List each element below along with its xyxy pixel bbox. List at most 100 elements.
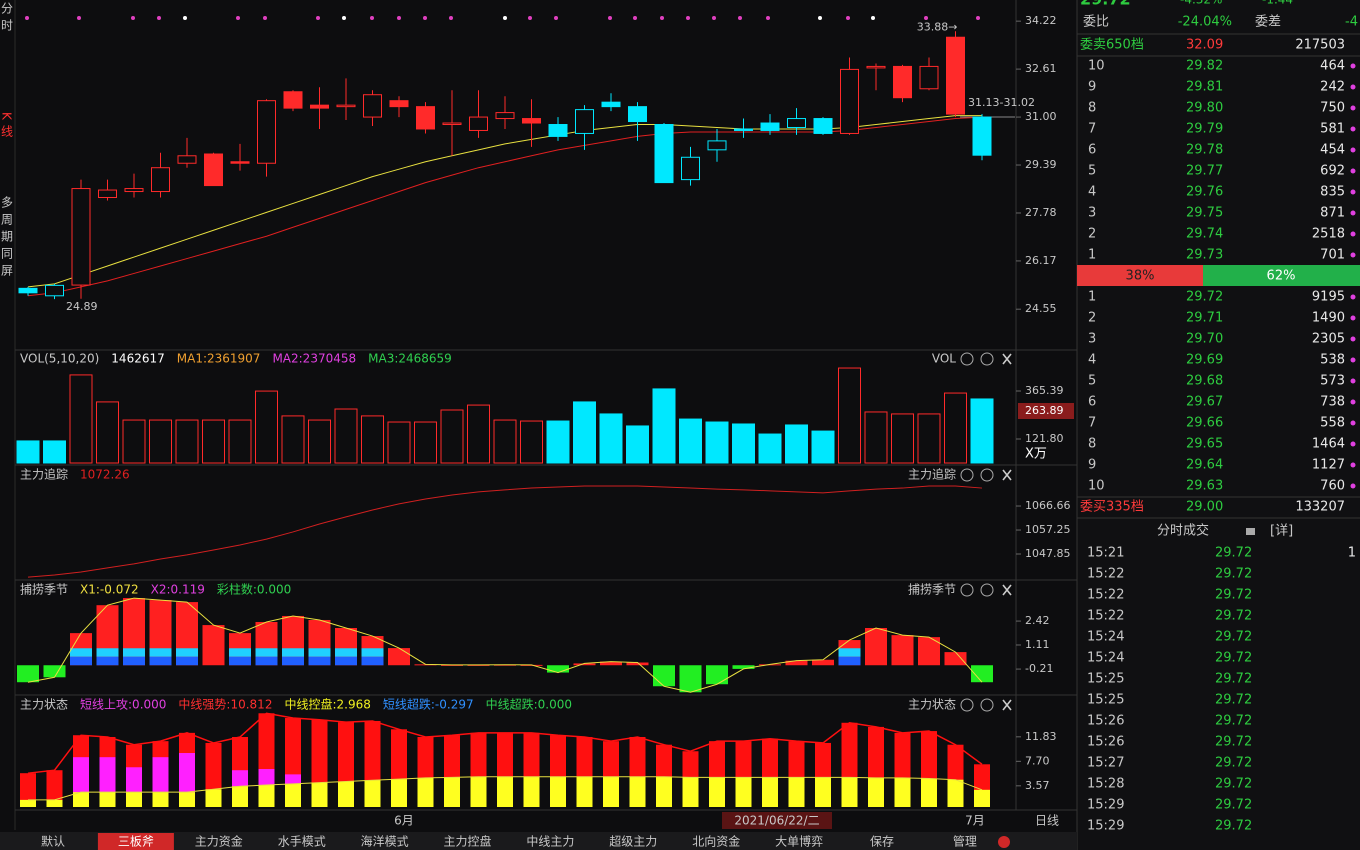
signal-dot <box>342 16 346 20</box>
candle-body <box>919 65 939 90</box>
tab[interactable]: 水手模式 <box>278 835 326 849</box>
trades-detail[interactable]: [详] <box>1270 524 1293 539</box>
panel-header: 中线强势:10.812 <box>178 697 272 712</box>
close-icon[interactable] <box>1002 699 1012 711</box>
trade-price: 29.72 <box>1215 609 1252 624</box>
trade-time: 15:25 <box>1087 693 1124 708</box>
tab[interactable]: 大单博弈 <box>775 834 823 849</box>
book-dot <box>1350 252 1356 258</box>
status-bar <box>656 776 672 807</box>
status-bar <box>788 777 805 807</box>
book-level: 2 <box>1088 311 1096 326</box>
panel-icon[interactable] <box>980 468 994 482</box>
book-dot <box>1350 63 1356 69</box>
book-total-label: 委卖650档 <box>1080 38 1144 53</box>
candle-body <box>363 94 382 118</box>
tab[interactable]: 超级主力 <box>609 834 657 849</box>
candle-body <box>707 140 727 151</box>
book-price: 29.74 <box>1186 227 1223 242</box>
book-price: 29.69 <box>1186 353 1223 368</box>
tab[interactable]: 北向资金 <box>692 834 740 849</box>
season-band <box>282 648 304 657</box>
book-volume: 454 <box>1320 143 1345 158</box>
book-dot <box>1350 441 1356 447</box>
status-line <box>27 712 983 774</box>
panel-icon[interactable] <box>980 583 994 597</box>
status-bar <box>470 776 487 807</box>
signal-dot <box>397 16 401 20</box>
book-dot <box>1350 147 1356 153</box>
panel-icon[interactable] <box>980 698 994 712</box>
signal-dot <box>633 16 637 20</box>
status-bar <box>152 792 169 807</box>
season-bar <box>441 664 463 666</box>
panel-header: 1462617 <box>111 352 164 366</box>
status-bar <box>550 776 566 807</box>
signal-dot <box>766 16 770 20</box>
status-bar <box>894 777 911 807</box>
tab[interactable]: 主力资金 <box>195 834 243 849</box>
season-band <box>96 648 119 657</box>
status-bar <box>285 783 301 807</box>
panel-icon[interactable] <box>980 352 994 366</box>
trade-time: 15:22 <box>1087 567 1124 582</box>
book-level: 5 <box>1088 164 1096 179</box>
side-tab[interactable]: 分时 <box>0 2 14 36</box>
trade-price: 29.72 <box>1215 693 1252 708</box>
tab-icon[interactable] <box>998 836 1010 848</box>
status-bar <box>391 779 407 807</box>
book-price: 29.70 <box>1186 332 1223 347</box>
volume-bar <box>758 433 782 464</box>
panel-icon[interactable] <box>960 468 974 482</box>
book-total-price: 32.09 <box>1186 38 1223 53</box>
tab[interactable]: 中线主力 <box>526 834 574 849</box>
tab[interactable]: 海洋模式 <box>361 834 409 849</box>
volume-bar <box>414 421 437 464</box>
low-label: 24.89 <box>66 300 98 313</box>
share: 62% <box>1267 269 1296 284</box>
panel-icon[interactable] <box>960 352 974 366</box>
volume-bar <box>255 390 278 464</box>
book-volume: 1464 <box>1312 437 1345 452</box>
season-bar <box>812 659 834 666</box>
candle-body <box>389 100 409 108</box>
volume-bar <box>281 415 305 464</box>
book-price: 29.63 <box>1186 479 1223 494</box>
panel-header: MA2:2370458 <box>272 352 356 366</box>
y-tick-label: 2.42 <box>1025 614 1050 627</box>
period-label[interactable]: 日线 <box>1035 814 1059 828</box>
close-icon[interactable] <box>1002 584 1012 596</box>
tab[interactable]: 保存 <box>870 835 894 849</box>
candle-body <box>946 36 965 115</box>
panel-header: 1072.26 <box>80 468 130 482</box>
status-bar <box>497 776 513 807</box>
panel-icon[interactable] <box>960 698 974 712</box>
side-tab[interactable]: 多周期同屏 <box>0 196 14 281</box>
book-volume: 835 <box>1320 185 1345 200</box>
trade-time: 15:24 <box>1087 630 1124 645</box>
tab[interactable]: 三板斧 <box>118 835 154 849</box>
signal-dot <box>131 16 135 20</box>
tab[interactable]: 管理 <box>953 834 977 849</box>
tab[interactable]: 主力控盘 <box>443 834 491 849</box>
book-price: 29.82 <box>1186 59 1223 74</box>
close-icon[interactable] <box>1002 469 1012 481</box>
close-icon[interactable] <box>1002 353 1012 365</box>
status-bar <box>126 792 142 807</box>
panel-icon[interactable] <box>960 583 974 597</box>
book-dot <box>1350 189 1356 195</box>
volume-bar <box>202 419 225 464</box>
tab[interactable]: 默认 <box>41 834 65 849</box>
status-bar <box>46 770 63 807</box>
volume-bar <box>573 401 596 464</box>
book-level: 8 <box>1088 101 1096 116</box>
side-tab[interactable]: K线 <box>0 112 14 142</box>
tab-active[interactable] <box>97 833 174 850</box>
book-price: 29.77 <box>1186 164 1223 179</box>
status-bar <box>947 779 964 807</box>
candle-body <box>257 100 276 164</box>
book-dot <box>1350 126 1356 132</box>
season-band <box>229 648 251 657</box>
